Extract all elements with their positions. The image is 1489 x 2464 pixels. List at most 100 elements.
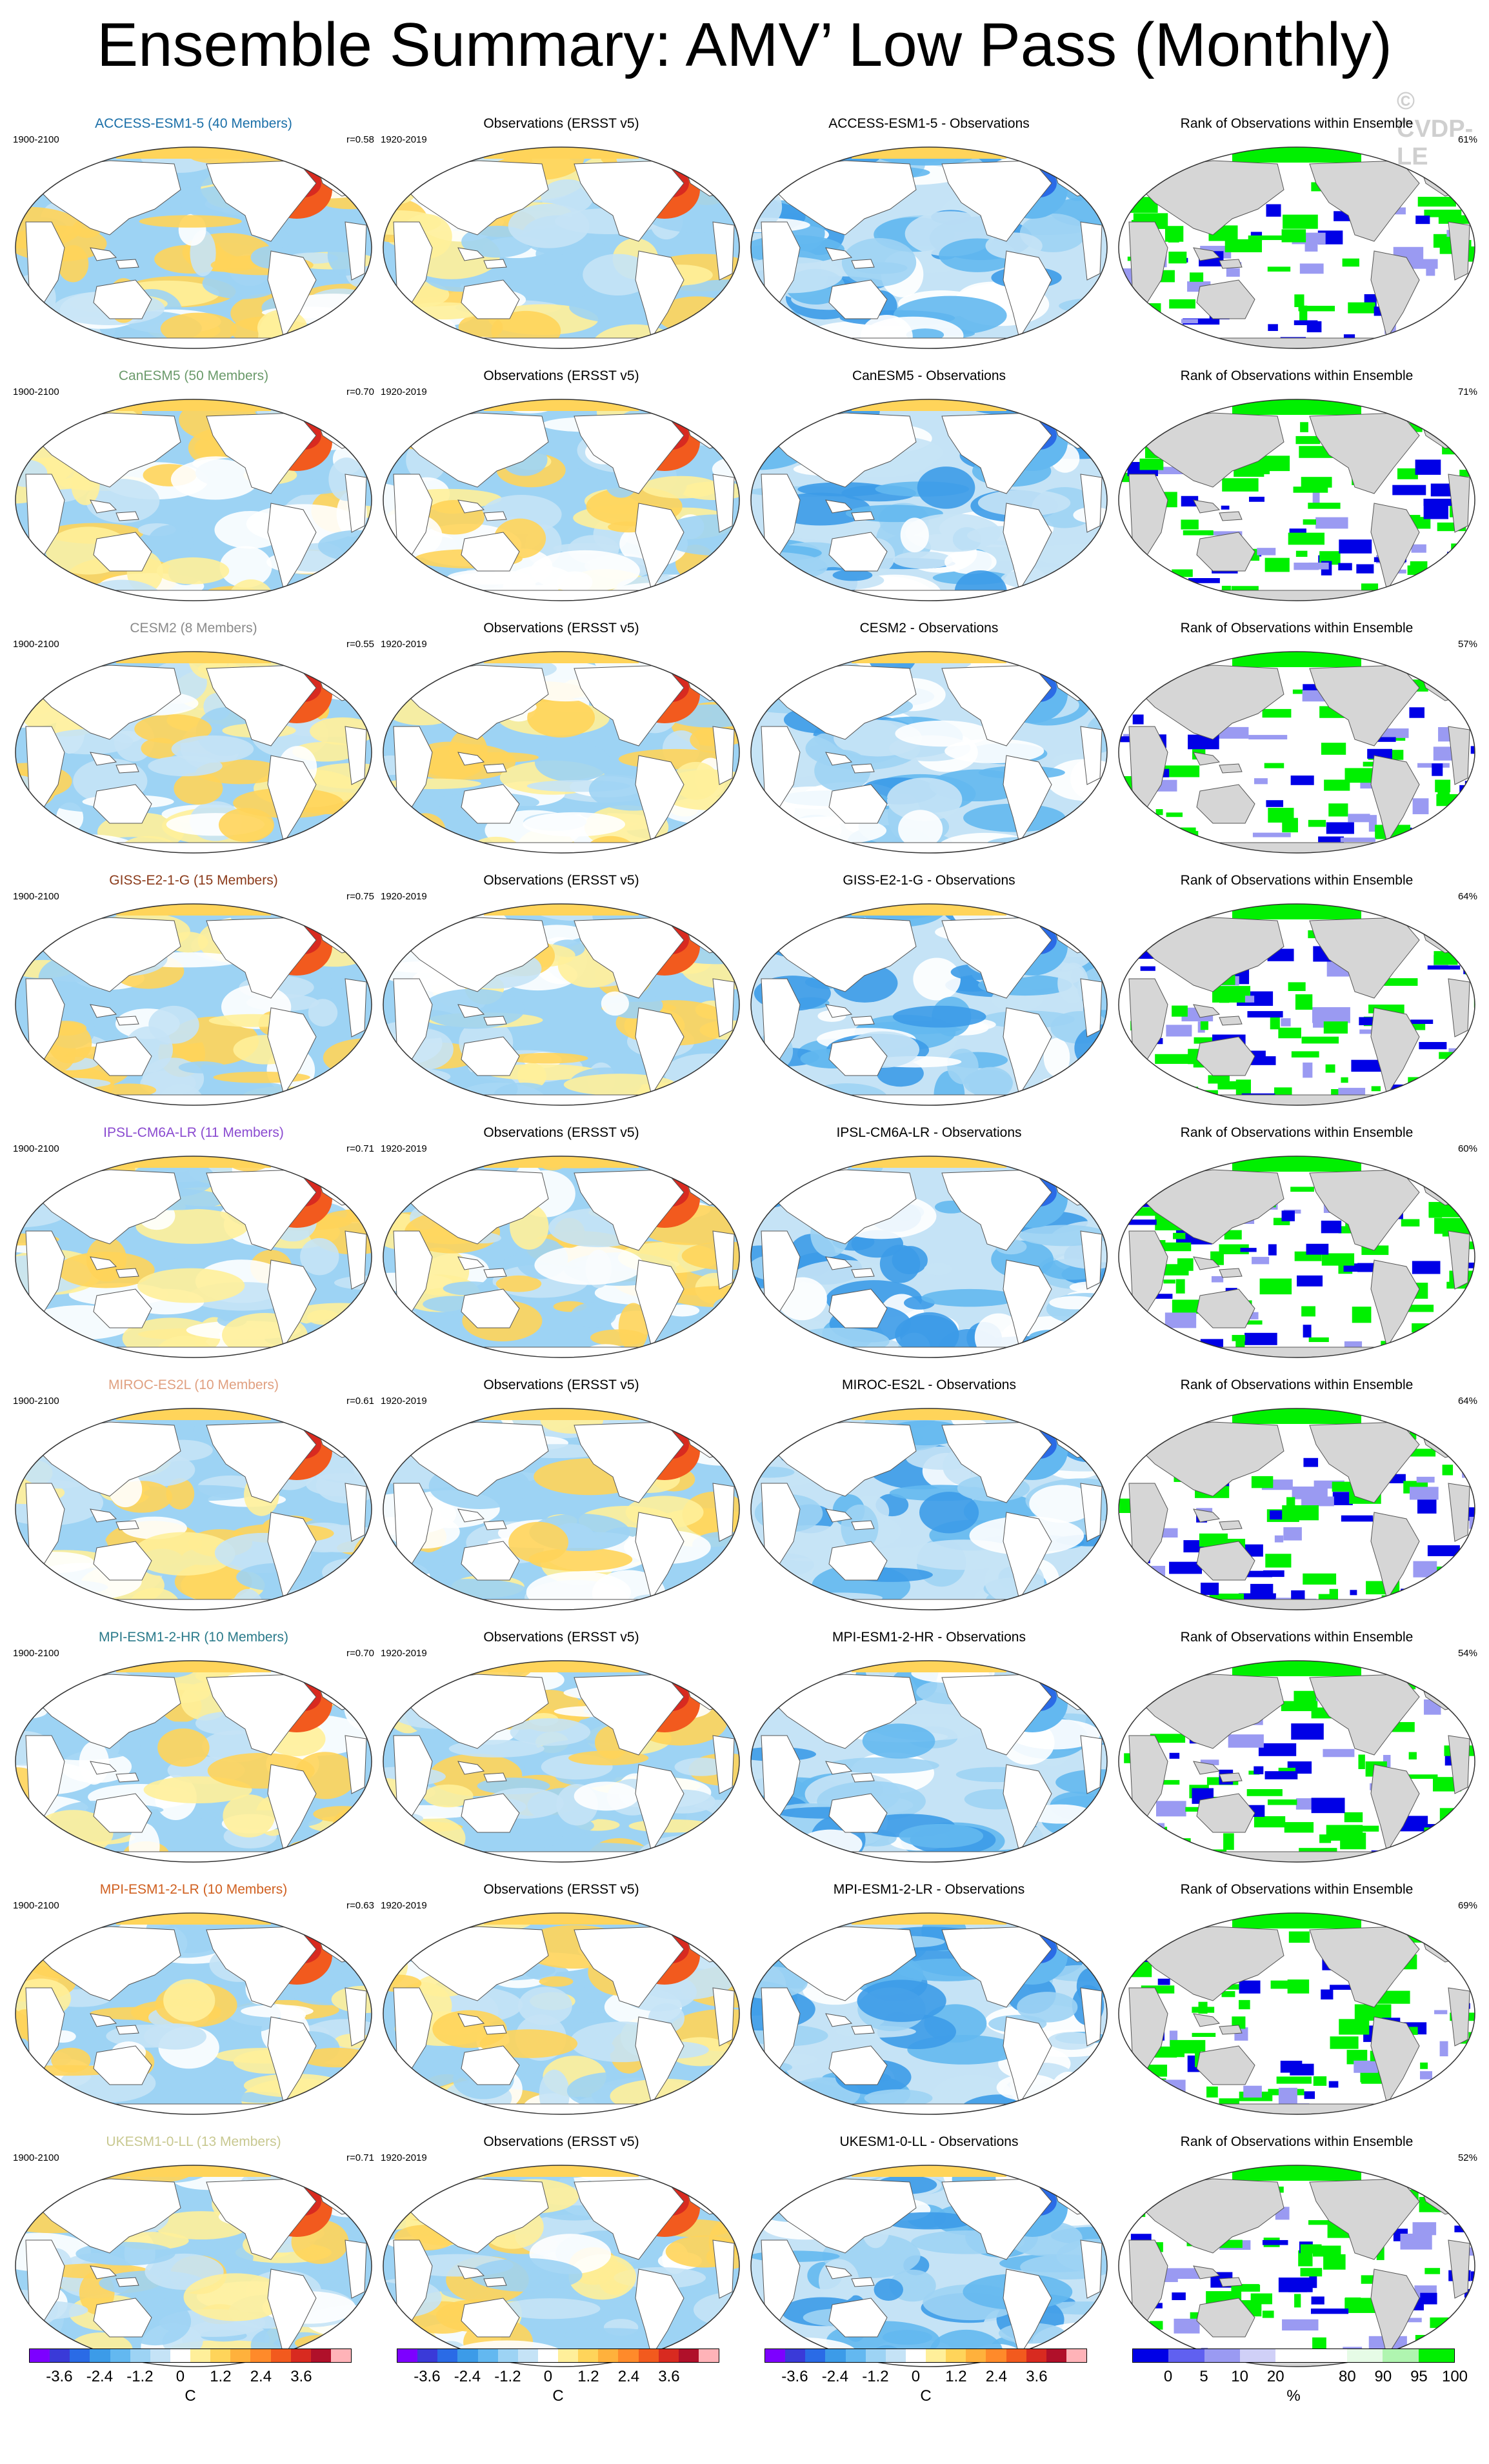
panel-correlation: r=0.75 [346,891,374,902]
rank-panel-title: Rank of Observations within Ensemble [1180,1125,1414,1140]
colorbar-tick-label: 100 [1441,2368,1468,2385]
model-map [15,651,372,854]
map-container [748,397,1110,606]
colorbar-swatches [1132,2349,1455,2363]
colorbar-cell [966,2349,986,2362]
panel-rank-percent: 64% [1457,1396,1477,1407]
panel-rank: Rank of Observations within Ensemble 64% [1116,1377,1477,1623]
colorbar-cell [1204,2349,1240,2362]
panel-correlation: r=0.71 [346,2152,374,2163]
map-container [1116,1406,1477,1616]
colorbar-cell [885,2349,906,2362]
model-panel-title: IPSL-CM6A-LR (11 Members) [103,1125,284,1140]
colorbar-cell [578,2349,599,2362]
colorbar-cell [905,2349,926,2362]
panel-obs: Observations (ERSST v5) 1920-2019 [381,116,742,361]
rank-map [1118,1912,1475,2115]
panel-model: IPSL-CM6A-LR (11 Members) 1900-2100 r=0.71 [13,1125,374,1370]
colorbar-cell [170,2349,190,2362]
diff-map [750,1912,1108,2115]
panel-correlation: r=0.61 [346,1396,374,1407]
map-container [381,649,742,859]
colorbar-tick-label: 90 [1374,2368,1392,2385]
colorbar-tick-label: 1.2 [945,2368,967,2385]
obs-map [383,2165,740,2367]
colorbar-tick-label: 3.6 [290,2368,312,2385]
diff-panel-title: MPI-ESM1-2-HR - Observations [832,1630,1026,1645]
colorbar-swatches [397,2349,719,2363]
colorbar-cell [558,2349,579,2362]
panel-correlation: r=0.70 [346,386,374,397]
colorbar-tick-label: 3.6 [658,2368,680,2385]
colorbar-cell [437,2349,458,2362]
colorbar-unit: % [1286,2387,1301,2405]
panel-diff: IPSL-CM6A-LR - Observations [748,1125,1110,1370]
panel-diff: MIROC-ES2L - Observations [748,1377,1110,1623]
panel-rank-percent: 52% [1457,2152,1477,2163]
colorbar-cell [50,2349,70,2362]
diff-map [750,146,1108,349]
colorbar-cell [805,2349,826,2362]
colorbar-tick-label: 1.2 [577,2368,599,2385]
rank-panel-title: Rank of Observations within Ensemble [1180,1377,1414,1392]
colorbar-cell [70,2349,90,2362]
rank-panel-title: Rank of Observations within Ensemble [1180,1630,1414,1645]
colorbar-tick-label: 1.2 [210,2368,232,2385]
colorbar-cell [30,2349,50,2362]
colorbar-cell [150,2349,170,2362]
colorbar-cell [926,2349,946,2362]
panel-rank: Rank of Observations within Ensemble 54% [1116,1630,1477,1875]
obs-map [383,651,740,854]
colorbar-cell [310,2349,331,2362]
colorbar-tick-label: 0 [1163,2368,1173,2385]
panel-period: 1900-2100 [13,386,59,397]
panel-rank: Rank of Observations within Ensemble 61% [1116,116,1477,361]
map-container [748,901,1110,1111]
model-panel-title: CESM2 (8 Members) [130,621,257,636]
map-container [748,649,1110,859]
page-title: Ensemble Summary: AMV’ Low Pass (Monthly… [97,10,1392,79]
map-container [381,1154,742,1363]
colorbar-cell [330,2349,351,2362]
map-container [13,1910,374,2120]
colorbar-cell [90,2349,110,2362]
colorbar-cell [1133,2349,1169,2362]
colorbar-tick-label: 5 [1199,2368,1208,2385]
model-map [15,1660,372,1863]
map-container [1116,1154,1477,1363]
panel-period: 1920-2019 [381,1900,427,1911]
map-container [748,1910,1110,2120]
map-container [381,145,742,354]
panel-period: 1900-2100 [13,639,59,650]
panel-model: MPI-ESM1-2-HR (10 Members) 1900-2100 r=0.7… [13,1630,374,1875]
colorbar-cell [1239,2349,1276,2362]
panel-obs: Observations (ERSST v5) 1920-2019 [381,1125,742,1370]
panel-period: 1920-2019 [381,891,427,902]
colorbar-tick-label: -1.2 [862,2368,889,2385]
map-container [1116,901,1477,1111]
panel-period: 1920-2019 [381,2152,427,2163]
obs-panel-title: Observations (ERSST v5) [483,116,639,131]
panel-period: 1900-2100 [13,134,59,145]
colorbar-cell [110,2349,130,2362]
rank-map [1118,1156,1475,1358]
panel-correlation: r=0.55 [346,639,374,650]
panel-diff: CanESM5 - Observations [748,368,1110,614]
rank-map [1118,651,1475,854]
colorbar-cell [230,2349,251,2362]
colorbar-cell [1026,2349,1046,2362]
colorbar-cell [477,2349,498,2362]
obs-panel-title: Observations (ERSST v5) [483,621,639,636]
panel-obs: Observations (ERSST v5) 1920-2019 [381,368,742,614]
panel-rank-percent: 64% [1457,891,1477,902]
diff-panel-title: UKESM1-0-LL - Observations [839,2134,1019,2149]
credit-watermark: © CVDP-LE [1397,88,1474,170]
panel-correlation: r=0.63 [346,1900,374,1911]
colorbar-tick-label: 80 [1338,2368,1356,2385]
map-container [13,145,374,354]
panel-model: CESM2 (8 Members) 1900-2100 r=0.55 [13,621,374,866]
panel-period: 1920-2019 [381,386,427,397]
map-container [381,1406,742,1616]
map-container [381,397,742,606]
model-map [15,1156,372,1358]
